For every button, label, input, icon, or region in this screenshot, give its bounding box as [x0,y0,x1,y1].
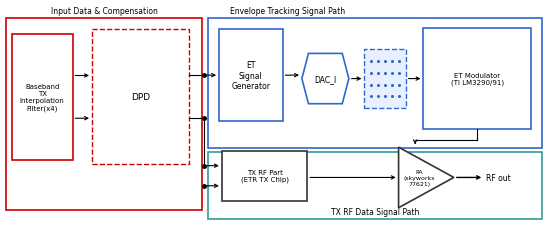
FancyBboxPatch shape [222,151,307,201]
Text: PA
(skyworks
77621): PA (skyworks 77621) [404,169,435,186]
Polygon shape [302,54,349,104]
FancyBboxPatch shape [208,19,542,149]
FancyBboxPatch shape [219,30,283,121]
FancyBboxPatch shape [6,19,202,210]
Text: DAC_I: DAC_I [314,75,336,84]
Text: TX RF Part
(ETR TX Chip): TX RF Part (ETR TX Chip) [240,169,289,183]
FancyBboxPatch shape [208,152,542,219]
Text: ET
Signal
Generator: ET Signal Generator [231,61,270,91]
Text: Envelope Tracking Signal Path: Envelope Tracking Signal Path [230,6,345,16]
Text: Baseband
TX
Interpolation
Filter(x4): Baseband TX Interpolation Filter(x4) [20,84,64,111]
Polygon shape [398,147,454,208]
FancyBboxPatch shape [12,35,73,160]
Text: RF out: RF out [486,173,511,182]
FancyBboxPatch shape [365,50,406,109]
FancyBboxPatch shape [423,29,531,129]
FancyBboxPatch shape [92,30,188,165]
Text: ET Modulator
(TI LM3290/91): ET Modulator (TI LM3290/91) [451,73,504,86]
Text: TX RF Data Signal Path: TX RF Data Signal Path [331,207,419,216]
Text: DPD: DPD [131,93,150,102]
Text: Input Data & Compensation: Input Data & Compensation [51,6,158,16]
